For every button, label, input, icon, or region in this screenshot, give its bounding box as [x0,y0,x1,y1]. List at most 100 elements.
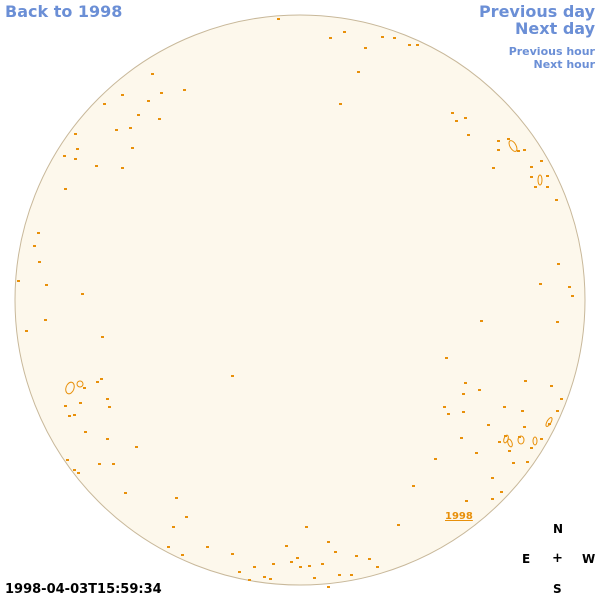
contour-loop [545,417,553,427]
contour-mark [497,149,500,151]
contour-mark [231,375,234,377]
contour-loop [65,381,75,395]
contour-mark [167,546,170,548]
contour-mark [38,261,41,263]
contour-mark [135,446,138,448]
contour-mark [296,557,299,559]
contour-mark [526,461,529,463]
next-day-link[interactable]: Next day [515,19,595,38]
next-hour-link[interactable]: Next hour [533,58,596,71]
contour-mark [492,167,495,169]
contour-mark [412,485,415,487]
contour-mark [381,36,384,38]
contour-mark [158,118,161,120]
contour-mark [175,497,178,499]
contour-mark [137,114,140,116]
contour-mark [557,263,560,265]
contour-mark [64,405,67,407]
contour-loop [508,140,518,152]
contour-mark [248,579,251,581]
contour-mark [555,199,558,201]
contour-mark [108,406,111,408]
contour-mark [76,148,79,150]
contour-loop [507,438,513,448]
contour-mark [397,524,400,526]
contour-mark [308,565,311,567]
contour-mark [185,516,188,518]
solar-disk [14,14,586,586]
contour-mark [131,147,134,149]
contour-mark [151,73,154,75]
contour-mark [507,138,510,140]
contour-mark [37,232,40,234]
contour-mark [571,295,574,297]
contour-mark [124,492,127,494]
contour-mark [17,280,20,282]
contour-mark [327,586,330,588]
contour-mark [546,186,549,188]
contour-mark [462,411,465,413]
compass-north: N [553,522,564,536]
contour-mark [183,89,186,91]
contour-mark [393,37,396,39]
contour-mark [540,438,543,440]
contour-mark [568,286,571,288]
contour-mark [503,406,506,408]
contour-mark [329,37,332,39]
contour-mark [491,498,494,500]
contour-mark [269,578,272,580]
contour-mark [480,320,483,322]
contour-mark [77,472,80,474]
contour-mark [357,71,360,73]
previous-hour-link[interactable]: Previous hour [508,45,595,58]
contour-mark [285,545,288,547]
contour-mark [81,293,84,295]
contour-mark [181,554,184,556]
contour-mark [524,380,527,382]
contour-mark [106,398,109,400]
contour-mark [530,166,533,168]
back-to-year-link[interactable]: Back to 1998 [5,2,123,21]
contour-mark [231,553,234,555]
contour-mark [321,563,324,565]
contour-mark [530,447,533,449]
contour-mark [548,423,551,425]
contour-mark [160,92,163,94]
contour-mark [115,129,118,131]
contour-mark [534,186,537,188]
contour-mark [546,175,549,177]
contour-loop [76,380,84,388]
contour-mark [206,546,209,548]
contour-mark [343,31,346,33]
contour-mark [355,555,358,557]
compass-west: W [582,552,596,566]
contour-mark [451,112,454,114]
contour-mark [121,94,124,96]
previous-day-link[interactable]: Previous day [478,2,595,21]
contour-mark [445,357,448,359]
contour-mark [539,283,542,285]
contour-mark [518,436,521,438]
contour-mark [45,284,48,286]
contour-mark [487,424,490,426]
contour-mark [465,500,468,502]
contour-mark [253,566,256,568]
contour-mark [290,561,293,563]
compass-south: S [553,582,562,596]
contour-mark [79,402,82,404]
contour-mark [517,150,520,152]
contour-mark [98,463,101,465]
contour-mark [313,577,316,579]
compass-east: E [522,552,531,566]
contour-mark [500,491,503,493]
contour-mark [416,44,419,46]
contour-mark [338,574,341,576]
contour-mark [66,459,69,461]
contour-mark [63,155,66,157]
contour-mark [263,576,266,578]
contour-mark [464,382,467,384]
contour-mark [238,571,241,573]
year-link[interactable]: 1998 [445,511,473,522]
contour-mark [530,176,533,178]
magnetic-contours [17,18,574,588]
